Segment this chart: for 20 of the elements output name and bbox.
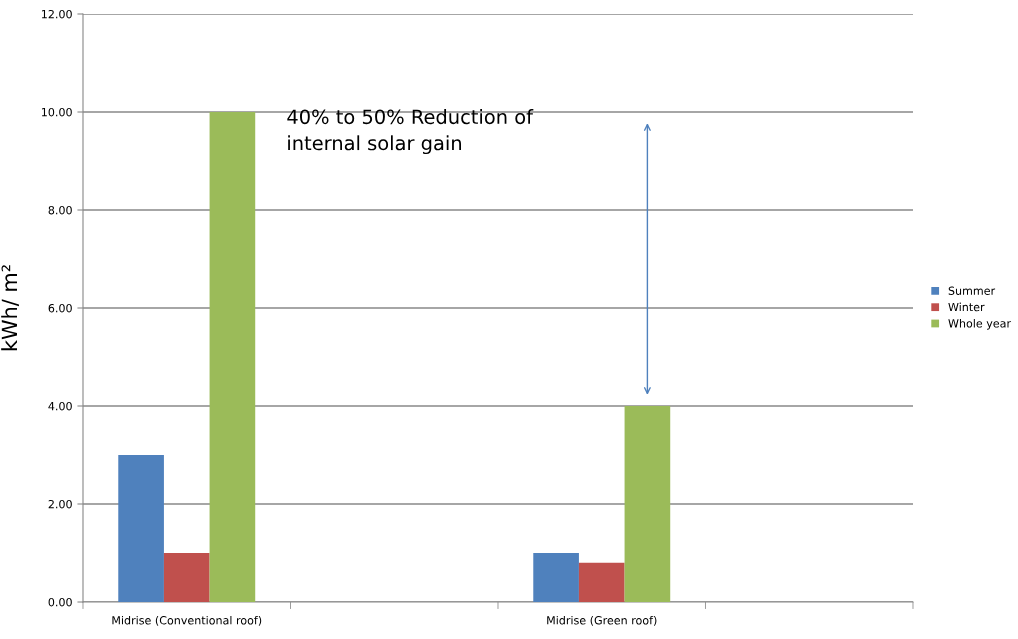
y-axis-title: kWh/ m² [1,265,19,351]
y-tick-label: 2.00 [48,499,72,509]
y-tick-label: 4.00 [48,401,72,411]
bar [624,406,671,602]
legend-label: Summer [948,286,996,295]
y-tick-label: 6.00 [48,303,72,313]
y-tick-label: 10.00 [41,107,72,117]
legend-label: Winter [948,302,985,312]
bar [578,562,625,602]
y-tick-label: 8.00 [48,205,72,215]
annotation: 40% to 50% Reduction of internal solar gain [287,109,534,155]
y-tick-label: 12.00 [41,9,72,19]
x-tick-label: Midrise (Green roof) [547,615,657,626]
bar [118,455,164,602]
x-tick-label: Midrise (Conventional roof) [112,615,262,626]
bar [209,112,256,602]
legend-label: Whole year [948,318,1012,330]
bar [163,553,210,602]
bar [533,553,579,602]
y-tick-label: 0.00 [48,597,72,607]
